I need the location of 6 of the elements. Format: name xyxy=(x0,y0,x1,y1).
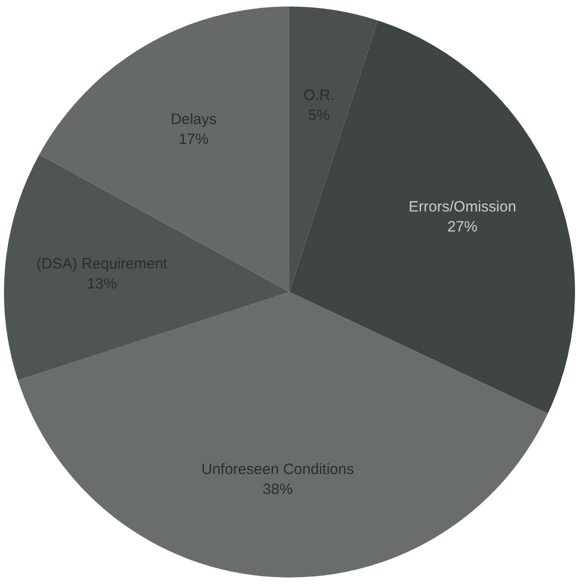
slice-label: Errors/Omission xyxy=(408,198,516,216)
data-label: 17% xyxy=(178,130,209,148)
data-label: 27% xyxy=(447,218,478,236)
slice-label: Unforeseen Conditions xyxy=(201,461,354,478)
data-label: 38% xyxy=(262,481,293,498)
slice-label: Delays xyxy=(170,110,217,128)
